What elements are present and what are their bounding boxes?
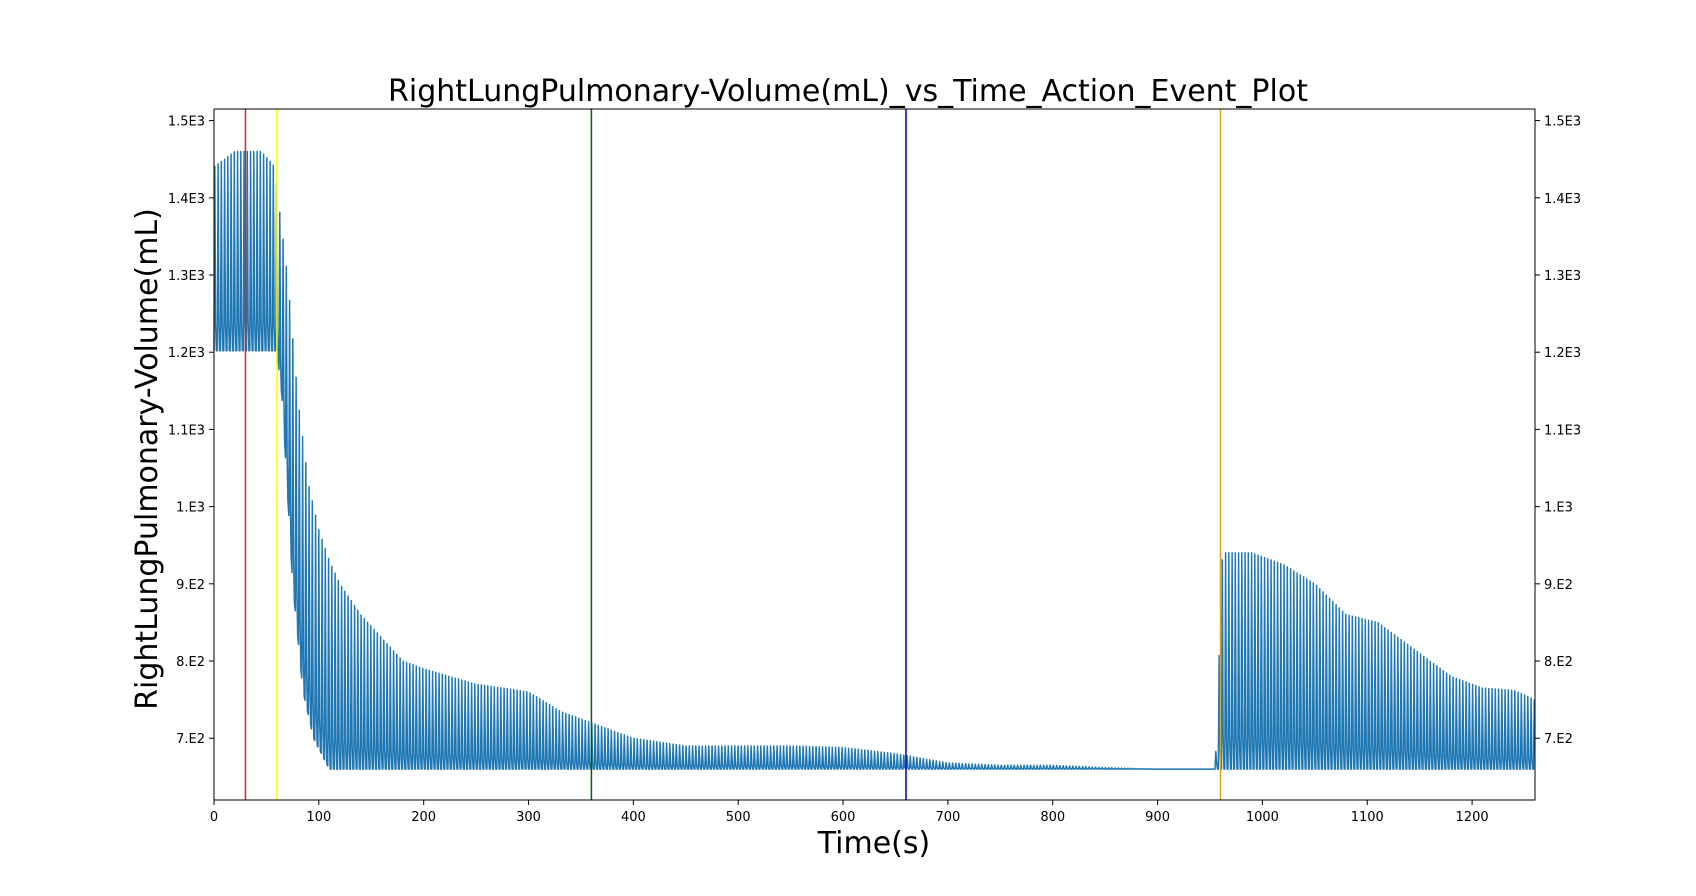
y-tick-label-left: 1.E3 — [176, 501, 205, 516]
y-tick-label-left: 1.3E3 — [168, 269, 205, 284]
x-tick-label: 100 — [306, 810, 331, 825]
y-axis-left: 7.E2 8.E2 9.E2 1.E3 1.1E3 1.2E3 1.3E3 1.4E3 1.5E… — [168, 115, 214, 747]
x-axis-label: Time(s) — [817, 826, 930, 861]
x-tick-label: 1200 — [1456, 810, 1489, 825]
y-tick-label-left: 1.2E3 — [168, 346, 205, 361]
x-tick-label: 900 — [1145, 810, 1170, 825]
series-line-0 — [213, 150, 1536, 770]
x-tick-label: 400 — [621, 810, 646, 825]
y-axis-right: 7.E2 8.E2 9.E2 1.E3 1.1E3 1.2E3 1.3E3 1.4E3 1.5E… — [1535, 115, 1581, 747]
plot-area — [213, 150, 1536, 770]
y-tick-label-left: 1.4E3 — [168, 192, 205, 207]
y-tick-label-right: 8.E2 — [1544, 655, 1573, 670]
y-tick-label-right: 1.3E3 — [1544, 269, 1581, 284]
x-axis: 0 100 200 300 400 500 600 700 800 900 1000 1100 1200 — [210, 800, 1489, 825]
x-tick-label: 0 — [210, 810, 218, 825]
y-tick-label-left: 7.E2 — [176, 732, 205, 747]
y-tick-label-left: 1.1E3 — [168, 423, 205, 438]
y-tick-label-right: 1.E3 — [1544, 501, 1573, 516]
x-tick-label: 700 — [935, 810, 960, 825]
y-tick-label-right: 7.E2 — [1544, 732, 1573, 747]
plot-frame — [213, 108, 1536, 801]
y-tick-label-right: 1.1E3 — [1544, 423, 1581, 438]
x-tick-label: 500 — [726, 810, 751, 825]
event-lines — [244, 109, 1222, 800]
x-tick-label: 1000 — [1246, 810, 1279, 825]
x-tick-label: 300 — [516, 810, 541, 825]
y-tick-label-right: 1.2E3 — [1544, 346, 1581, 361]
y-tick-label-left: 8.E2 — [176, 655, 205, 670]
y-tick-label-right: 9.E2 — [1544, 578, 1573, 593]
y-tick-label-right: 1.4E3 — [1544, 192, 1581, 207]
y-tick-label-right: 1.5E3 — [1544, 115, 1581, 130]
y-tick-label-left: 9.E2 — [176, 578, 205, 593]
x-tick-label: 800 — [1040, 810, 1065, 825]
y-axis-label: RightLungPulmonary-Volume(mL) — [130, 208, 165, 710]
x-tick-label: 600 — [831, 810, 856, 825]
x-tick-label: 1100 — [1351, 810, 1384, 825]
x-tick-label: 200 — [411, 810, 436, 825]
chart-title: RightLungPulmonary-Volume(mL)_vs_Time_Ac… — [388, 74, 1308, 109]
y-tick-label-left: 1.5E3 — [168, 115, 205, 130]
